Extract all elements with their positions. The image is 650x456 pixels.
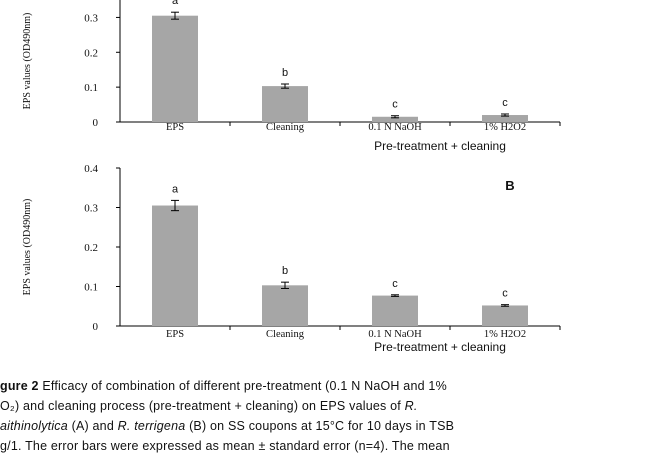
- caption-line-4: g/1. The error bars were expressed as me…: [0, 439, 450, 453]
- caption-italic: aithinolytica: [0, 419, 68, 433]
- caption-line-3: aithinolytica (A) and R. terrigena (B) o…: [0, 416, 650, 436]
- caption-line-1: gure 2 Efficacy of combination of differ…: [0, 376, 650, 396]
- significance-letter: c: [392, 278, 398, 290]
- x-tick-label: EPS: [166, 329, 184, 340]
- chart-a: 0 0.1 0.2 0.3 a EPS b Cleaning c 0.1 N NaOH c 1% H2…: [22, 0, 561, 153]
- bar: [152, 205, 198, 326]
- significance-letter: c: [392, 99, 398, 111]
- y-axis-title: EPS values (OD490nm): [22, 13, 33, 110]
- y-tick-label: 0: [93, 321, 99, 333]
- caption-text: O₂) and cleaning process (pre-treatment …: [0, 399, 405, 413]
- y-tick-label: 0: [93, 117, 99, 129]
- bar: [152, 15, 198, 122]
- y-tick-label: 0.2: [84, 47, 98, 59]
- x-axis-title: Pre-treatment + cleaning: [374, 340, 506, 354]
- x-tick-label: Cleaning: [266, 329, 305, 340]
- y-tick-label: 0.1: [84, 82, 98, 94]
- caption-line-2: O₂) and cleaning process (pre-treatment …: [0, 396, 650, 416]
- y-tick-label: 0.2: [84, 242, 98, 254]
- y-tick-label: 0.3: [84, 203, 98, 215]
- x-tick-label: 1% H2O2: [484, 122, 526, 133]
- bar: [372, 116, 418, 122]
- significance-letter: a: [172, 0, 179, 7]
- y-tick-label: 0.4: [84, 163, 98, 175]
- caption-figure-number: gure 2: [0, 379, 39, 393]
- caption-text: (B) on SS coupons at 15°C for 10 days in…: [185, 419, 455, 433]
- y-axis-title: EPS values (OD490nm): [22, 199, 33, 296]
- bar: [482, 305, 528, 326]
- caption-text: Efficacy of combination of different pre…: [38, 379, 447, 393]
- x-tick-label: 0.1 N NaOH: [368, 329, 422, 340]
- x-tick-label: EPS: [166, 122, 184, 133]
- significance-letter: b: [282, 67, 288, 79]
- x-axis-title: Pre-treatment + cleaning: [374, 139, 506, 153]
- significance-letter: b: [282, 265, 288, 277]
- caption-text: (A) and: [67, 419, 118, 433]
- caption-italic: R.: [404, 399, 418, 413]
- significance-letter: c: [502, 288, 508, 300]
- significance-letter: c: [502, 97, 508, 109]
- significance-letter: a: [172, 183, 179, 195]
- x-tick-label: 1% H2O2: [484, 329, 526, 340]
- panel-label: B: [505, 178, 514, 193]
- bar: [262, 86, 308, 122]
- figure-caption: gure 2 Efficacy of combination of differ…: [0, 376, 650, 456]
- x-tick-label: 0.1 N NaOH: [368, 122, 422, 133]
- caption-italic: R. terrigena: [117, 419, 186, 433]
- y-tick-label: 0.1: [84, 282, 98, 294]
- x-tick-label: Cleaning: [266, 122, 305, 133]
- bar: [482, 115, 528, 122]
- bar: [262, 285, 308, 326]
- chart-b: 0 0.1 0.2 0.3 0.4 a EPS b Cleaning c 0.1 N NaOH c 1%…: [22, 163, 561, 354]
- y-tick-label: 0.3: [84, 12, 98, 24]
- bar: [372, 295, 418, 326]
